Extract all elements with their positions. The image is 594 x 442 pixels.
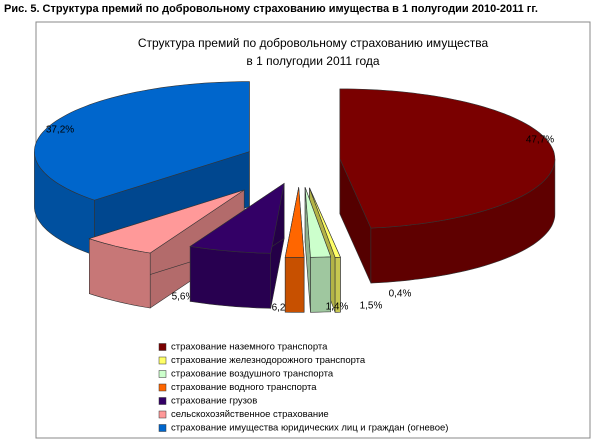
- data-label: 1,5%: [360, 301, 383, 312]
- pie-slice: [284, 187, 305, 313]
- legend-label: страхование железнодорожного транспорта: [171, 355, 366, 366]
- slice-top: [34, 81, 250, 201]
- slice-top: [189, 182, 285, 254]
- legend-swatch: [158, 397, 167, 405]
- legend-label: страхование воздушного транспорта: [171, 369, 334, 380]
- data-label: 5,6%: [172, 292, 195, 303]
- data-label: 47,7%: [526, 135, 554, 146]
- pie-slice: [304, 187, 332, 313]
- legend-swatch: [158, 343, 167, 351]
- legend-swatch: [158, 383, 167, 392]
- data-label: 37,2%: [46, 125, 74, 136]
- legend-label: страхование имущества юридических лиц и …: [171, 423, 448, 434]
- chart-title: Структура премий по добровольному страхо…: [138, 36, 489, 50]
- legend-swatch: [158, 410, 167, 419]
- slice-top: [88, 189, 245, 254]
- slice-top: [304, 187, 332, 258]
- data-label: 6,2%: [272, 303, 295, 314]
- legend-label: страхование водного транспорта: [171, 382, 317, 393]
- pie-slice: [339, 88, 556, 284]
- pie-slice: [88, 189, 245, 309]
- caption: Рис. 5. Структура премий по добровольном…: [4, 3, 538, 15]
- legend-swatch: [158, 356, 167, 365]
- slice-rim: [189, 246, 271, 309]
- pie-slice: [189, 182, 285, 309]
- data-label: 1,4%: [326, 302, 349, 313]
- legend-label: страхование наземного транспорта: [171, 342, 328, 353]
- legend-label: страхование грузов: [171, 396, 257, 407]
- legend-swatch: [158, 370, 167, 378]
- slice-rim: [284, 256, 305, 313]
- slice-top: [339, 88, 556, 229]
- data-label: 0,4%: [389, 289, 412, 300]
- legend-label: сельскохозяйственное страхование: [171, 409, 329, 420]
- slice-top: [309, 187, 341, 258]
- chart-title: в 1 полугодии 2011 года: [246, 54, 380, 68]
- slice-top: [284, 187, 305, 258]
- legend-swatch: [158, 424, 167, 432]
